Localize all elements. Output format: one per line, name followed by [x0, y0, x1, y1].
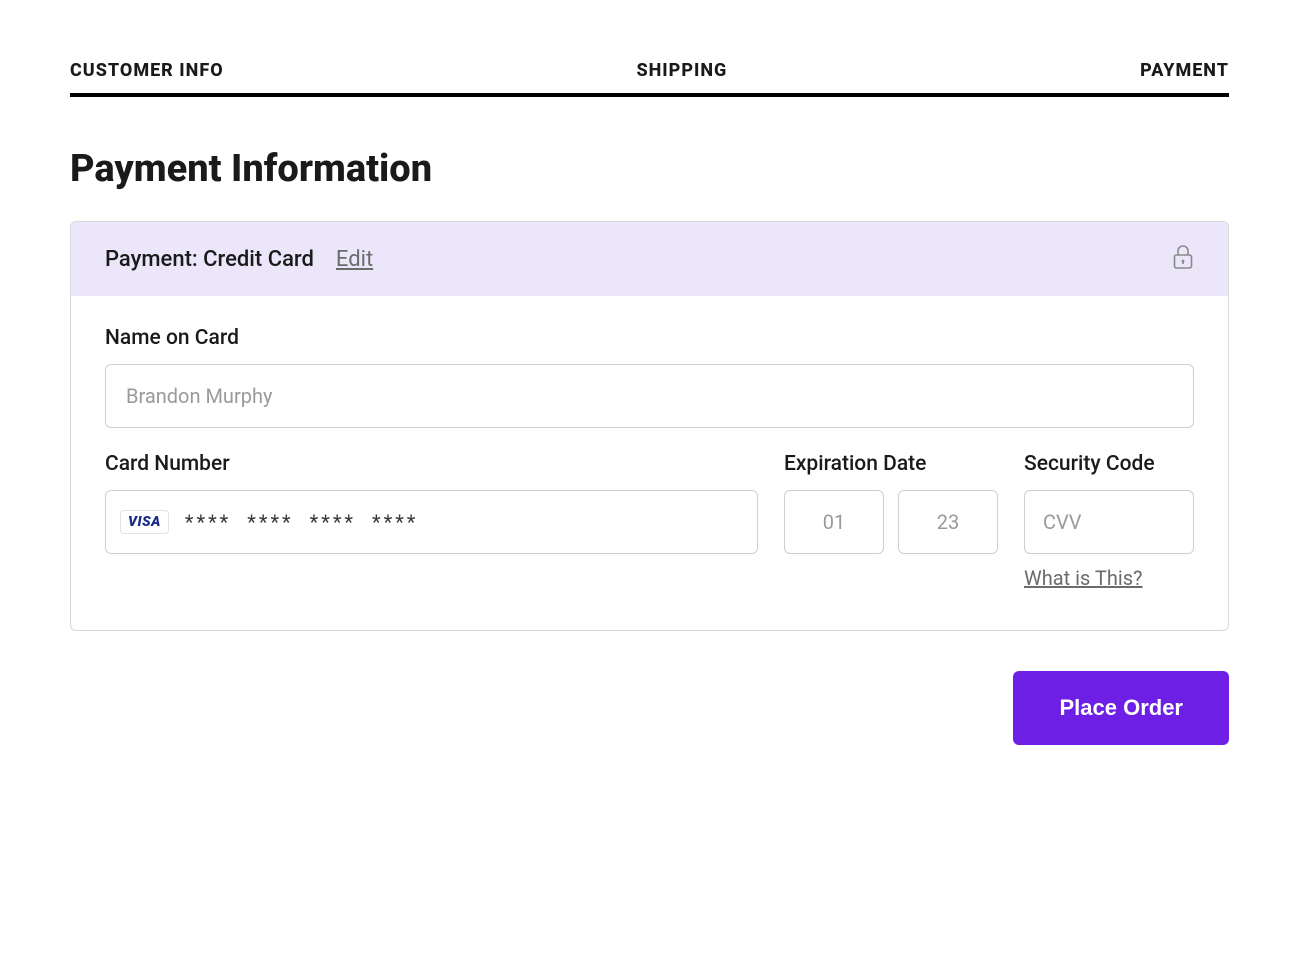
card-number-label: Card Number [105, 452, 758, 476]
payment-card-body: Name on Card Card Number VISA Expiration… [71, 296, 1228, 630]
payment-card-header: Payment: Credit Card Edit [71, 222, 1228, 296]
progress-step-payment[interactable]: PAYMENT [1140, 60, 1229, 81]
progress-step-shipping[interactable]: SHIPPING [636, 60, 727, 81]
cvv-input[interactable] [1024, 490, 1194, 554]
name-on-card-input[interactable] [105, 364, 1194, 428]
checkout-progress: CUSTOMER INFO SHIPPING PAYMENT [70, 60, 1229, 97]
expiration-month-input[interactable] [784, 490, 884, 554]
page-title: Payment Information [70, 147, 1229, 191]
card-number-input[interactable] [185, 510, 743, 534]
expiration-inputs [784, 490, 998, 554]
payment-card: Payment: Credit Card Edit Name on Card C… [70, 221, 1229, 631]
expiration-label: Expiration Date [784, 452, 998, 476]
payment-method-label: Payment: Credit Card [105, 247, 314, 272]
payment-card-header-left: Payment: Credit Card Edit [105, 247, 373, 272]
cvv-group: Security Code What is This? [1024, 452, 1194, 590]
card-number-group: Card Number VISA [105, 452, 758, 554]
card-number-field-wrap: VISA [105, 490, 758, 554]
expiration-group: Expiration Date [784, 452, 998, 554]
progress-step-customer-info[interactable]: CUSTOMER INFO [70, 60, 224, 81]
expiration-year-input[interactable] [898, 490, 998, 554]
lock-icon [1172, 244, 1194, 274]
cvv-help-link[interactable]: What is This? [1024, 566, 1143, 590]
name-on-card-label: Name on Card [105, 326, 1194, 350]
card-details-row: Card Number VISA Expiration Date Securit… [105, 452, 1194, 590]
cvv-label: Security Code [1024, 452, 1194, 476]
name-on-card-group: Name on Card [105, 326, 1194, 428]
place-order-button[interactable]: Place Order [1013, 671, 1229, 745]
edit-payment-link[interactable]: Edit [336, 247, 373, 272]
visa-icon: VISA [120, 510, 169, 534]
actions-row: Place Order [70, 671, 1229, 745]
